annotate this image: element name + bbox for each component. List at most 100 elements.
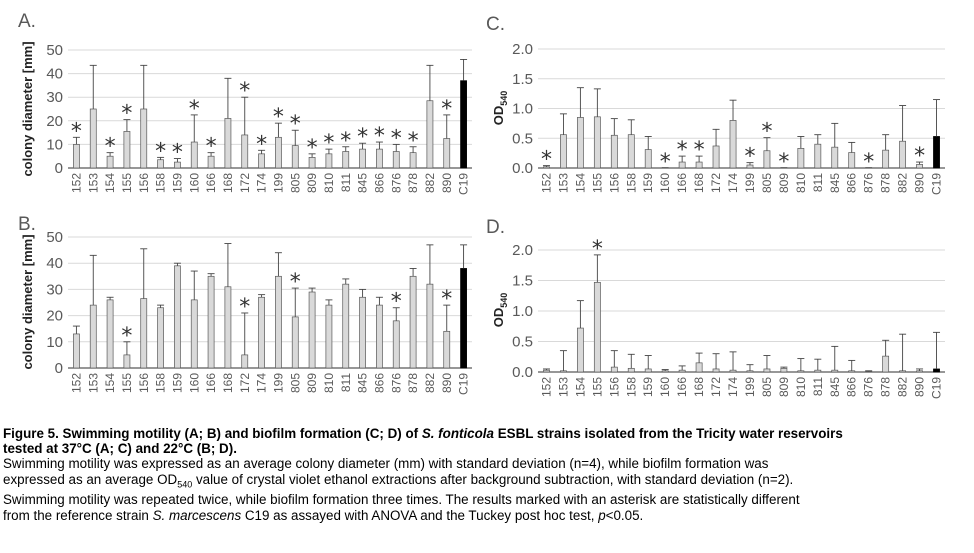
significance-asterisk: * — [239, 79, 250, 104]
bar — [797, 148, 805, 169]
significance-asterisk: * — [374, 124, 385, 149]
x-tick-label: 890 — [913, 377, 927, 397]
significance-asterisk: * — [323, 131, 334, 156]
significance-asterisk: * — [541, 148, 552, 173]
x-tick-label: 166 — [675, 173, 689, 193]
x-tick-label: 845 — [356, 373, 370, 393]
x-tick-label: 156 — [137, 173, 151, 193]
bar — [831, 146, 839, 169]
x-tick-label: 154 — [103, 173, 117, 193]
x-tick-label: 168 — [221, 173, 235, 193]
x-tick-label: 878 — [879, 173, 893, 193]
caption-bold-2: ESBL strains isolated from the Tricity w… — [493, 426, 843, 441]
significance-asterisk: * — [441, 97, 452, 122]
y-axis-label: colony diameter [mm] — [20, 41, 35, 176]
significance-asterisk: * — [273, 105, 284, 130]
significance-asterisk: * — [155, 139, 166, 164]
y-tick-label: 50 — [46, 42, 63, 59]
bar — [644, 368, 652, 373]
x-tick-label: 810 — [322, 173, 336, 193]
bar — [814, 369, 822, 373]
bar — [814, 143, 822, 169]
bar — [123, 131, 131, 169]
significance-asterisk: * — [189, 97, 200, 122]
x-tick-label: 809 — [305, 373, 319, 393]
x-tick-label: 876 — [389, 173, 403, 193]
y-axis-label-subscript: 540 — [499, 91, 509, 106]
caption-species: S. fonticola — [421, 426, 494, 441]
bar — [899, 140, 907, 169]
x-tick-label: 866 — [372, 373, 386, 393]
bar — [426, 283, 434, 369]
bar — [729, 369, 737, 373]
bar — [258, 296, 265, 369]
bar — [933, 136, 940, 169]
bar — [409, 275, 417, 369]
y-tick-label: 10 — [46, 136, 63, 153]
bar — [241, 134, 249, 169]
significance-asterisk: * — [256, 132, 267, 157]
bar — [576, 117, 584, 169]
y-tick-label: 40 — [46, 66, 63, 83]
y-tick-label: 2.0 — [512, 41, 533, 58]
bar — [308, 291, 316, 369]
x-tick-label: C19 — [457, 373, 471, 395]
bar — [106, 299, 114, 369]
significance-asterisk: * — [408, 129, 419, 154]
x-tick-label: 154 — [573, 173, 587, 193]
x-tick-label: 174 — [255, 373, 269, 393]
y-tick-label: 1.0 — [512, 101, 533, 118]
caption-line-6c: <0.05. — [605, 507, 644, 523]
bar — [140, 108, 148, 169]
bar — [560, 370, 567, 373]
y-tick-label: 0 — [55, 360, 63, 377]
x-tick-label: 156 — [607, 173, 621, 193]
x-tick-label: 845 — [356, 173, 370, 193]
bar — [560, 134, 567, 169]
bar — [644, 149, 652, 169]
y-tick-label: 30 — [46, 89, 63, 106]
x-tick-label: 158 — [154, 373, 168, 393]
bar — [678, 369, 686, 373]
x-tick-label: 866 — [845, 173, 859, 193]
x-tick-label: 158 — [624, 377, 638, 397]
bar — [443, 138, 451, 169]
x-tick-label: 809 — [777, 173, 791, 193]
significance-asterisk: * — [71, 119, 82, 144]
x-tick-label: 153 — [556, 173, 570, 193]
significance-asterisk: * — [290, 112, 301, 137]
y-tick-label: 30 — [46, 281, 63, 298]
x-tick-label: 174 — [726, 173, 740, 193]
x-tick-label: 811 — [811, 377, 825, 396]
bar — [359, 296, 366, 369]
significance-asterisk: * — [761, 120, 772, 145]
x-tick-label: 152 — [539, 173, 553, 193]
x-tick-label: 199 — [743, 173, 757, 193]
y-tick-label: 1.5 — [512, 273, 533, 290]
x-tick-label: C19 — [930, 173, 944, 195]
x-tick-label: 155 — [590, 377, 604, 397]
x-tick-label: 158 — [154, 173, 168, 193]
x-tick-label: 810 — [794, 377, 808, 397]
bar — [780, 167, 788, 169]
bar — [746, 370, 754, 373]
x-tick-label: 199 — [271, 373, 285, 393]
x-tick-label: 152 — [69, 373, 83, 393]
x-tick-label: 160 — [187, 373, 201, 393]
x-tick-label: 876 — [862, 377, 876, 397]
bar — [157, 307, 164, 369]
significance-asterisk: * — [744, 145, 755, 170]
x-tick-label: 845 — [828, 377, 842, 397]
y-tick-label: 2.0 — [512, 242, 533, 259]
bar — [224, 286, 232, 369]
bar — [342, 283, 350, 369]
x-tick-label: 811 — [339, 173, 353, 192]
y-tick-label: 0.5 — [512, 130, 533, 147]
bar — [241, 354, 249, 369]
x-tick-label: 168 — [692, 173, 706, 193]
x-tick-label: 153 — [556, 377, 570, 397]
x-tick-label: 159 — [170, 173, 184, 193]
y-axis-label-subscript: 540 — [499, 293, 509, 308]
bar — [73, 144, 80, 169]
